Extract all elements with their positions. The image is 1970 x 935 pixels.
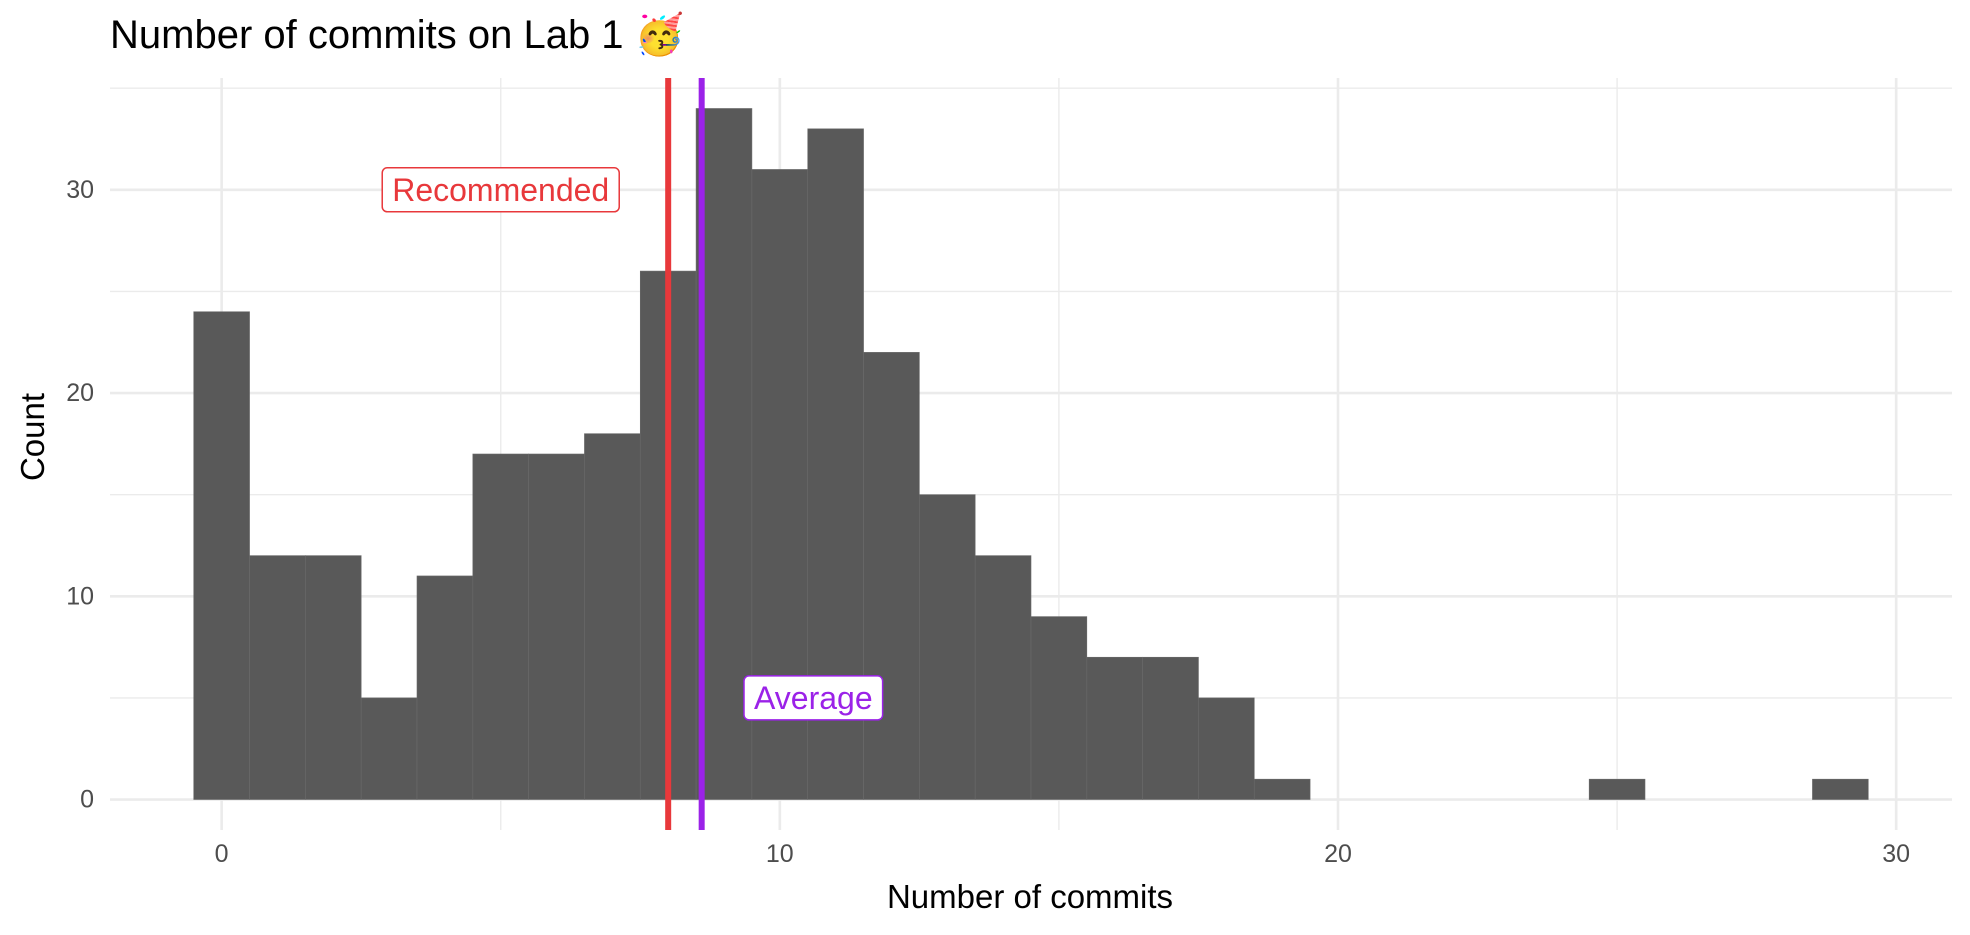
y-tick-label: 10 [66,582,94,610]
y-tick-label: 0 [80,786,94,814]
histogram-bar [305,555,362,800]
histogram-bar [1086,656,1143,800]
y-axis-ticks: 0 10 20 30 [66,176,94,814]
x-tick-label: 30 [1882,840,1910,868]
chart-title: Number of commits on Lab 1 🥳 [110,10,685,57]
x-tick-label: 20 [1324,840,1352,868]
average-label: Average [743,675,884,721]
histogram-bar [249,555,306,800]
recommended-label-box [381,167,620,213]
y-tick-label: 20 [66,379,94,407]
average-label-box [743,675,884,721]
x-tick-label: 0 [215,840,229,868]
histogram-bar [919,494,976,800]
y-tick-label: 30 [66,176,94,204]
party-face-icon: 🥳 [635,10,685,57]
histogram-bar [1588,778,1646,800]
histogram-bar [360,697,418,800]
y-axis-title: Count [14,393,51,481]
x-tick-label: 10 [766,840,794,868]
recommended-label: Recommended [381,167,620,213]
histogram-bar [863,352,920,800]
histogram-bar [472,453,529,800]
recommended-label-text: Recommended [392,172,609,208]
histogram-bar [1142,656,1199,800]
reference-lines: Recommended Average [381,78,884,830]
histogram-bar [1198,697,1255,800]
histogram-bar [584,433,641,800]
histogram-bar [528,453,585,800]
x-axis-title: Number of commits [887,878,1173,915]
histogram-bar [695,108,753,800]
histogram-bar [193,311,250,800]
histogram-bar [1030,616,1088,800]
histogram-bar [416,575,474,800]
histogram-bar [1253,778,1311,800]
average-label-text: Average [754,680,873,716]
x-axis-ticks: 0 10 20 30 [215,840,1910,868]
histogram-bar [1812,778,1869,800]
histogram-bar [974,555,1032,800]
